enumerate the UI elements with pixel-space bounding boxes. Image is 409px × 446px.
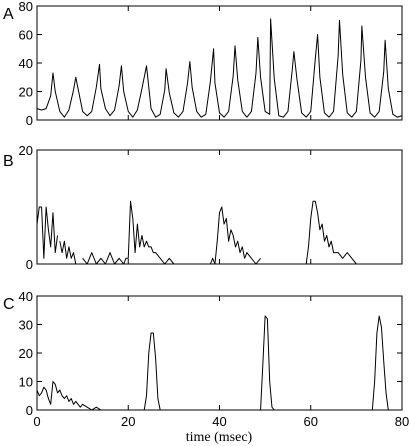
panel-a: A 0 20 40 60 80 — [3, 0, 403, 128]
x-tick-label: 40 — [212, 414, 226, 429]
plot-frame — [36, 295, 403, 411]
panel-label: A — [3, 6, 14, 23]
x-tick-label: 0 — [33, 414, 40, 429]
x-axis-title: time (msec) — [186, 430, 253, 445]
y-tick-label: 20 — [19, 85, 33, 100]
series-line — [36, 18, 403, 118]
y-tick-label: 0 — [26, 403, 33, 418]
y-tick-label: 60 — [19, 28, 33, 43]
y-tick-label: 40 — [19, 56, 33, 71]
plot-frame — [36, 149, 403, 265]
x-tick-label: 60 — [304, 414, 318, 429]
series-line — [36, 315, 402, 411]
y-tick-label: 0 — [26, 257, 33, 272]
y-tick-label: 0 — [26, 113, 33, 128]
y-tick-label: 20 — [19, 346, 33, 361]
y-tick-label: 20 — [19, 143, 33, 158]
y-tick-label: 10 — [19, 375, 33, 390]
x-tick-label: 20 — [121, 414, 135, 429]
plot-frame — [36, 5, 403, 121]
y-tick-label: 40 — [19, 289, 33, 304]
panel-b: B 0 20 — [3, 143, 403, 272]
panels: A 0 20 40 60 80 B 0 20 C 0 20 40 60 80 0 10 20 30 40 — [3, 0, 409, 429]
series-line — [36, 200, 361, 265]
panel-label: C — [3, 296, 15, 313]
y-tick-label: 80 — [19, 0, 33, 14]
x-tick-label: 80 — [395, 414, 409, 429]
panel-label: B — [3, 153, 14, 170]
y-tick-label: 30 — [19, 318, 33, 333]
panel-c: C 0 20 40 60 80 0 10 20 30 40 — [3, 289, 409, 429]
